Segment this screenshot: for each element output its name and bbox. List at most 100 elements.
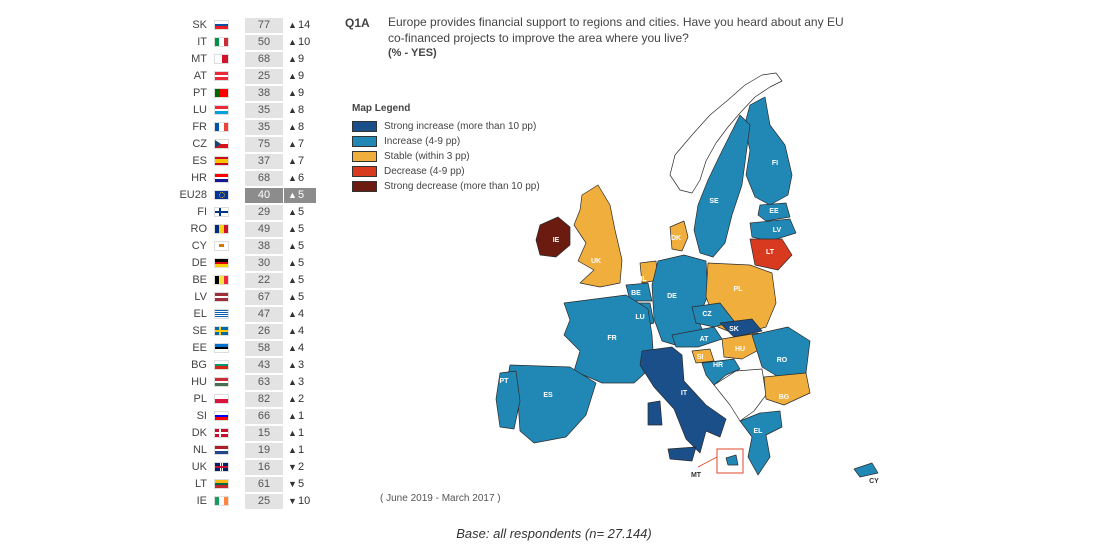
- country-change: ▲5: [284, 290, 316, 305]
- flag-it-icon: [214, 37, 229, 47]
- table-row: RO 49 ▲5: [170, 221, 320, 238]
- country-change: ▲1: [284, 443, 316, 458]
- arrow-up-icon: ▲: [288, 156, 297, 166]
- country-value: 37: [245, 154, 283, 169]
- country-code: DE: [191, 257, 207, 269]
- country-shape-it: [639, 346, 727, 462]
- country-shape-si: [691, 348, 715, 364]
- malta-inset-box: [716, 448, 744, 474]
- flag-lu-icon: [214, 105, 229, 115]
- country-code: BE: [192, 274, 207, 286]
- arrow-up-icon: ▲: [288, 224, 297, 234]
- country-label-pl: PL: [734, 286, 744, 293]
- country-label-cy: CY: [869, 478, 879, 485]
- country-change: ▲10: [284, 35, 316, 50]
- table-row: DE 30 ▲5: [170, 255, 320, 272]
- country-shape-fi: [743, 96, 793, 206]
- table-row: HU 63 ▲3: [170, 374, 320, 391]
- arrow-up-icon: ▲: [288, 54, 297, 64]
- country-shape-at: [671, 326, 723, 348]
- country-change: ▲9: [284, 69, 316, 84]
- country-label-lv: LV: [773, 227, 782, 234]
- table-row: LT 61 ▼5: [170, 476, 320, 493]
- flag-mt-icon: [214, 54, 229, 64]
- arrow-up-icon: ▲: [288, 445, 297, 455]
- country-label-se: SE: [709, 198, 719, 205]
- arrow-up-icon: ▲: [288, 275, 297, 285]
- legend-swatch: [352, 136, 377, 147]
- change-value: 5: [298, 240, 305, 252]
- table-row: FI 29 ▲5: [170, 204, 320, 221]
- country-label-fr: FR: [607, 335, 616, 342]
- country-value: 25: [245, 494, 283, 509]
- change-value: 3: [298, 359, 305, 371]
- country-label-dk: DK: [671, 235, 681, 242]
- table-row: MT 68 ▲9: [170, 51, 320, 68]
- change-value: 10: [298, 495, 311, 507]
- flag-lv-icon: [214, 292, 229, 302]
- malta-inset-leader: [697, 456, 718, 468]
- country-value: 77: [245, 18, 283, 33]
- country-change: ▲9: [284, 86, 316, 101]
- arrow-up-icon: ▲: [288, 139, 297, 149]
- flag-at-icon: [214, 71, 229, 81]
- country-shape-mt: [725, 454, 739, 466]
- country-value: 43: [245, 358, 283, 373]
- flag-hr-icon: [214, 173, 229, 183]
- flag-ee-icon: [214, 343, 229, 353]
- flag-el-icon: [214, 309, 229, 319]
- country-change: ▲7: [284, 154, 316, 169]
- country-value: 16: [245, 460, 283, 475]
- country-change: ▲5: [284, 188, 316, 203]
- country-shape-se: [693, 114, 751, 258]
- legend-item: Strong increase (more than 10 pp): [352, 120, 536, 135]
- country-shape-bg: [763, 372, 811, 406]
- arrow-up-icon: ▲: [288, 105, 297, 115]
- table-row: FR 35 ▲8: [170, 119, 320, 136]
- country-change: ▼2: [284, 460, 316, 475]
- country-shape-sk: [719, 318, 763, 338]
- country-label-sk: SK: [729, 326, 739, 333]
- country-value: 38: [245, 86, 283, 101]
- country-change: ▲3: [284, 358, 316, 373]
- question-id: Q1A: [345, 16, 370, 30]
- flag-se-icon: [214, 326, 229, 336]
- change-value: 1: [298, 444, 305, 456]
- arrow-down-icon: ▼: [288, 496, 297, 506]
- country-label-uk: UK: [591, 258, 601, 265]
- country-value: 75: [245, 137, 283, 152]
- flag-bg-icon: [214, 360, 229, 370]
- table-row: BG 43 ▲3: [170, 357, 320, 374]
- country-code: ES: [192, 155, 207, 167]
- table-row: LV 67 ▲5: [170, 289, 320, 306]
- arrow-up-icon: ▲: [288, 122, 297, 132]
- country-value: 67: [245, 290, 283, 305]
- country-code: CZ: [192, 138, 207, 150]
- europe-map: FI SE EE LV LT IE UK DK NL BE LU DE PL CZ SK AT HU SI HR RO…: [470, 65, 890, 490]
- arrow-up-icon: ▲: [288, 377, 297, 387]
- change-value: 5: [298, 291, 305, 303]
- country-value: 26: [245, 324, 283, 339]
- flag-fi-icon: [214, 207, 229, 217]
- country-label-hr: HR: [713, 362, 723, 369]
- country-label-lt: LT: [766, 249, 775, 256]
- country-value: 61: [245, 477, 283, 492]
- arrow-up-icon: ▲: [288, 360, 297, 370]
- table-row: NL 19 ▲1: [170, 442, 320, 459]
- change-value: 2: [298, 393, 305, 405]
- country-shape-ee: [757, 202, 791, 222]
- legend-item: Stable (within 3 pp): [352, 150, 470, 165]
- flag-pt-icon: [214, 88, 229, 98]
- arrow-up-icon: ▲: [288, 343, 297, 353]
- legend-swatch: [352, 166, 377, 177]
- arrow-up-icon: ▲: [288, 411, 297, 421]
- country-change: ▲1: [284, 426, 316, 441]
- country-code: AT: [193, 70, 207, 82]
- country-code: FI: [197, 206, 207, 218]
- country-code: PL: [193, 393, 207, 405]
- country-code: EU28: [179, 189, 207, 201]
- country-code: RO: [190, 223, 208, 235]
- country-code: SE: [192, 325, 207, 337]
- table-row: SI 66 ▲1: [170, 408, 320, 425]
- country-value: 66: [245, 409, 283, 424]
